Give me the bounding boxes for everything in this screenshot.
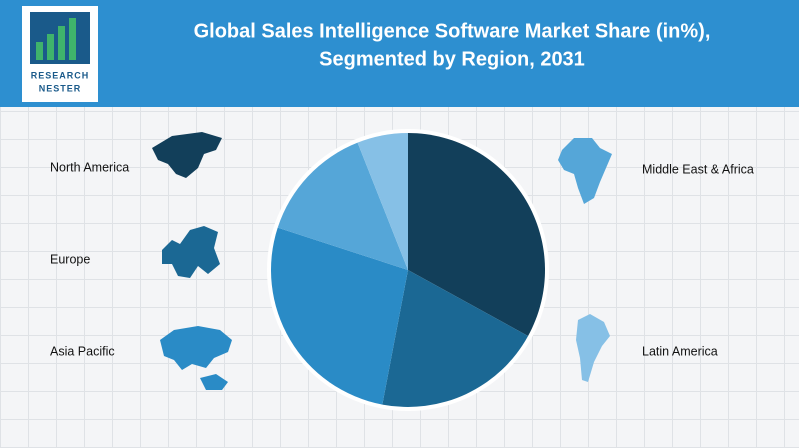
logo-text: NESTER bbox=[39, 83, 82, 93]
pie-slice bbox=[408, 133, 546, 337]
pie-slice bbox=[277, 142, 408, 270]
chart-title: Global Sales Intelligence Software Marke… bbox=[194, 20, 711, 42]
map-icon bbox=[576, 314, 610, 382]
pie bbox=[270, 133, 546, 407]
map-icon bbox=[162, 226, 220, 278]
category-label: Middle East & Africa bbox=[642, 162, 754, 176]
pie-slice bbox=[357, 133, 408, 270]
logo-text: RESEARCH bbox=[31, 70, 90, 80]
pie-slice bbox=[270, 227, 408, 405]
chart-title: Segmented by Region, 2031 bbox=[319, 48, 585, 70]
category-label: Latin America bbox=[642, 344, 718, 358]
category-label: North America bbox=[50, 160, 129, 174]
category-label: Europe bbox=[50, 252, 90, 266]
map-icon bbox=[558, 138, 612, 204]
logo: RESEARCH NESTER bbox=[22, 6, 98, 102]
pie-slice bbox=[382, 270, 529, 407]
map-icon bbox=[152, 132, 222, 178]
header-band bbox=[0, 0, 799, 107]
map-icon bbox=[160, 326, 232, 390]
category-label: Asia Pacific bbox=[50, 344, 115, 358]
